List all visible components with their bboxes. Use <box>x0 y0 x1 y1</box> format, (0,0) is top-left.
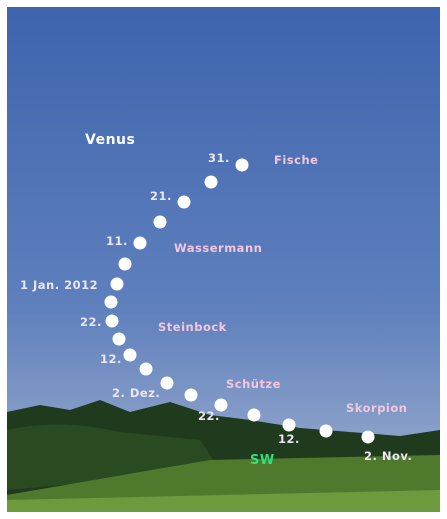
sky-chart: Venus 31. Fische 21. 11. Wassermann 1 Ja… <box>0 0 447 519</box>
constellation-label: Steinbock <box>158 320 227 334</box>
direction-label: SW <box>250 453 275 468</box>
scene-art <box>0 0 447 519</box>
date-label: 12. <box>100 352 122 366</box>
constellation-label: Wassermann <box>174 241 262 255</box>
constellation-label: Schütze <box>226 377 281 391</box>
constellation-label: Skorpion <box>346 401 407 415</box>
date-label: 22. <box>80 315 102 329</box>
constellation-label: Fische <box>274 153 318 167</box>
title: Venus <box>85 132 135 148</box>
date-label: 2. Dez. <box>112 386 160 400</box>
date-label: 22. <box>198 409 220 423</box>
date-label: 1 Jan. 2012 <box>20 278 98 292</box>
date-label: 21. <box>150 189 172 203</box>
date-label: 2. Nov. <box>364 449 412 463</box>
date-label: 11. <box>106 234 128 248</box>
date-label: 12. <box>278 432 300 446</box>
date-label: 31. <box>208 151 230 165</box>
